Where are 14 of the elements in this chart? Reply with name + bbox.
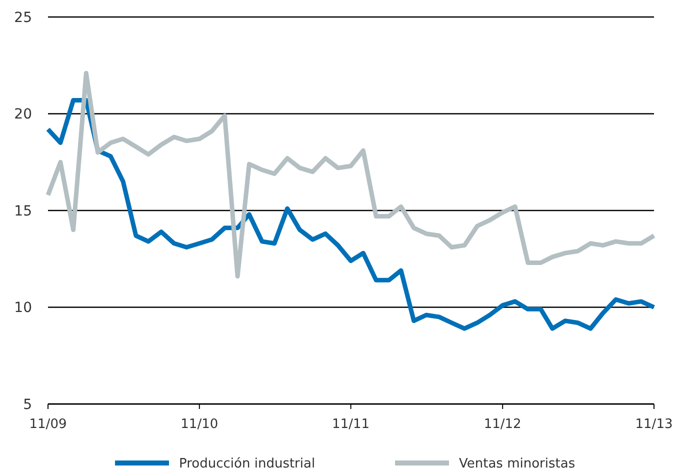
legend-label: Producción industrial <box>179 456 316 472</box>
x-tick-label: 11/11 <box>332 417 370 432</box>
line-series <box>46 70 656 279</box>
y-tick-label: 25 <box>14 10 32 26</box>
x-tick-label: 11/10 <box>180 417 218 432</box>
y-tick-label: 5 <box>23 396 32 413</box>
y-tick-label: 20 <box>14 106 32 123</box>
y-tick-label: 15 <box>14 203 32 220</box>
x-tick-label: 11/12 <box>484 417 522 432</box>
y-tick-label: 10 <box>14 300 32 316</box>
legend-label: Ventas minoristas <box>459 456 576 472</box>
x-tick-label: 11/09 <box>29 417 67 432</box>
x-tick-label: 11/13 <box>635 417 673 432</box>
line-series <box>46 98 656 331</box>
